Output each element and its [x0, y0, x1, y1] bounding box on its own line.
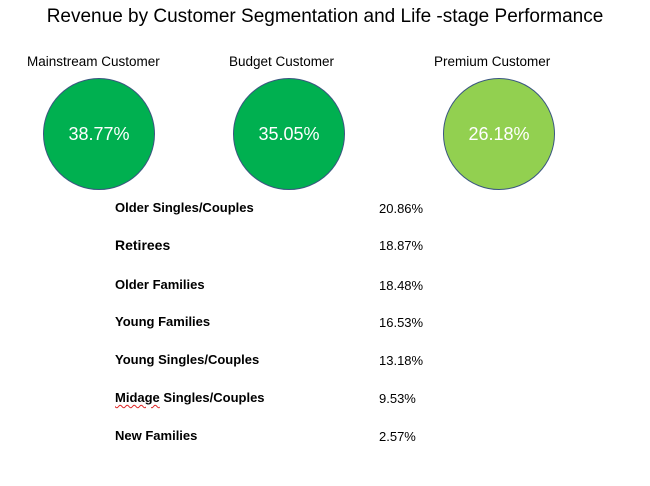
- lifestage-value-young-singles-couples: 13.18%: [379, 353, 424, 368]
- lifestage-label-part: Families: [148, 277, 205, 292]
- lifestage-label-part: Young: [115, 314, 155, 329]
- lifestage-value-young-families: 16.53%: [379, 315, 424, 330]
- lifestage-label-part: Families: [154, 314, 211, 329]
- lifestage-label-part: Midage: [115, 390, 160, 405]
- lifestage-value-older-families: 18.48%: [379, 278, 424, 293]
- lifestage-label-retirees: Retirees: [115, 237, 170, 253]
- segment-circle-mainstream: 38.77%: [43, 78, 155, 190]
- segment-circle-premium: 26.18%: [443, 78, 555, 190]
- lifestage-label-part: Singles/Couples: [154, 352, 260, 367]
- lifestage-label-new-families: New Families: [115, 428, 197, 444]
- lifestage-label-young-families: Young Families: [115, 314, 210, 330]
- segment-value-mainstream: 38.77%: [68, 123, 130, 144]
- lifestage-value-older-singles-couples: 20.86%: [379, 201, 424, 216]
- segment-value-budget: 35.05%: [258, 123, 320, 144]
- lifestage-label-midage-singles-couples: Midage Singles/Couples: [115, 390, 265, 406]
- lifestage-label-part: Retirees: [115, 237, 171, 253]
- lifestage-label-part: Singles/Couples: [159, 390, 265, 405]
- segment-label-budget: Budget Customer: [229, 54, 335, 69]
- page-title: Revenue by Customer Segmentation and Lif…: [46, 6, 604, 27]
- segment-circle-budget: 35.05%: [233, 78, 345, 190]
- lifestage-label-part: Young: [115, 352, 155, 367]
- lifestage-label-older-singles-couples: Older Singles/Couples: [115, 200, 254, 216]
- segment-label-mainstream: Mainstream Customer: [27, 54, 160, 69]
- lifestage-label-part: Older: [115, 200, 149, 215]
- lifestage-value-midage-singles-couples: 9.53%: [379, 391, 416, 406]
- lifestage-label-part: New: [115, 428, 142, 443]
- segment-value-premium: 26.18%: [468, 123, 530, 144]
- lifestage-label-young-singles-couples: Young Singles/Couples: [115, 352, 259, 368]
- lifestage-value-retirees: 18.87%: [379, 238, 424, 253]
- lifestage-label-older-families: Older Families: [115, 277, 205, 293]
- lifestage-value-new-families: 2.57%: [379, 429, 416, 444]
- lifestage-label-part: Families: [141, 428, 198, 443]
- segment-label-premium: Premium Customer: [434, 54, 551, 69]
- lifestage-label-part: Older: [115, 277, 149, 292]
- lifestage-label-part: Singles/Couples: [148, 200, 254, 215]
